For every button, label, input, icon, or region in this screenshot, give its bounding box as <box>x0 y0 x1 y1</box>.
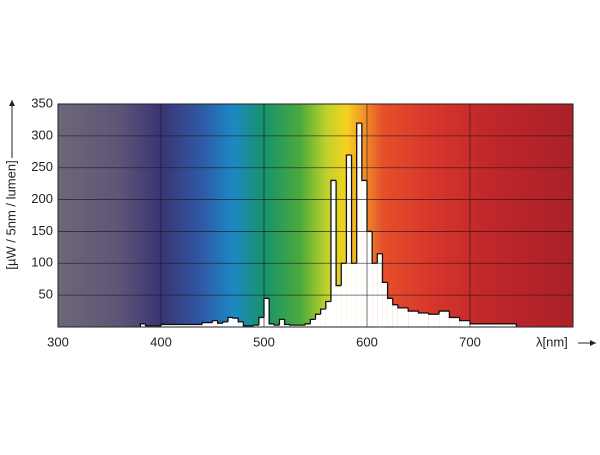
y-tick-label: 250 <box>31 159 53 174</box>
bar <box>310 319 316 327</box>
bar-outline <box>222 321 228 324</box>
y-tick-label: 350 <box>31 95 53 110</box>
y-tick-label: 200 <box>31 191 53 206</box>
x-tick-label: 500 <box>253 334 275 349</box>
bar-outline <box>428 312 440 315</box>
bar-outline <box>139 323 146 327</box>
bar-outline <box>335 180 342 287</box>
x-tick-label: 600 <box>356 334 378 349</box>
bar <box>227 317 234 327</box>
bar <box>264 298 270 327</box>
bar-outline <box>438 310 450 315</box>
bar <box>320 309 326 327</box>
bar <box>336 285 342 327</box>
bar <box>392 304 398 327</box>
bar-outline <box>232 317 239 319</box>
bar <box>382 282 388 327</box>
bar <box>279 319 285 327</box>
bar <box>233 318 239 327</box>
bar <box>449 317 460 327</box>
bar-outline <box>392 298 398 306</box>
bar <box>361 180 367 327</box>
bar-outline <box>309 318 316 324</box>
bar <box>253 325 259 327</box>
y-tick-label: 100 <box>31 255 53 270</box>
y-axis-label: [µW / 5nm / lumen] <box>3 160 18 269</box>
bar <box>428 314 440 327</box>
bar-outline <box>227 316 234 322</box>
bar <box>269 323 275 327</box>
bar-outline <box>314 313 321 320</box>
bar <box>284 324 290 327</box>
bar <box>289 325 306 327</box>
bar-outline <box>448 311 460 319</box>
bar-outline <box>325 300 331 310</box>
bar-outline <box>237 318 244 323</box>
bar <box>397 307 409 327</box>
bar <box>315 314 321 327</box>
bar-outline <box>144 323 161 327</box>
bar-outline <box>201 321 213 325</box>
bar <box>387 298 393 327</box>
bar <box>330 180 337 327</box>
x-tick-label: 700 <box>459 334 481 349</box>
bar <box>305 323 311 327</box>
bar <box>367 231 373 327</box>
bar-outline <box>459 317 470 322</box>
bar-outline <box>356 122 362 264</box>
bar <box>217 323 223 327</box>
bar-outline <box>330 179 337 302</box>
bar-outline <box>289 324 306 326</box>
bar-outline <box>273 323 280 326</box>
bar <box>222 321 228 327</box>
bar-outline <box>268 298 275 325</box>
bar-outline <box>361 123 367 182</box>
bar-outline <box>253 324 259 326</box>
bar-outline <box>417 311 429 314</box>
bar <box>212 320 218 327</box>
bar <box>356 123 362 327</box>
bar-outline <box>345 154 352 264</box>
bar-outline <box>211 319 218 323</box>
bar <box>408 311 419 327</box>
plot-border <box>57 103 574 328</box>
bar <box>238 321 244 327</box>
bar <box>325 301 331 327</box>
bar <box>459 320 470 327</box>
bar <box>161 324 203 327</box>
bar-outline <box>304 323 311 326</box>
bar <box>439 311 450 327</box>
y-tick-label: 150 <box>31 223 53 238</box>
y-tick-label: 300 <box>31 127 53 142</box>
bar <box>140 323 146 327</box>
x-tick-label: 300 <box>47 334 69 349</box>
bar <box>258 317 264 327</box>
x-tick-label: 400 <box>150 334 172 349</box>
bar-outline <box>386 282 393 299</box>
plot-background <box>58 104 573 327</box>
bar-outline <box>407 307 419 312</box>
bar <box>274 325 280 327</box>
bar-outline <box>242 321 254 327</box>
bar-outline <box>217 320 223 324</box>
bar-outline <box>278 318 285 326</box>
y-tick-label: 50 <box>39 287 53 302</box>
bar-outline <box>397 304 409 309</box>
bar <box>470 323 517 327</box>
bar-outline <box>320 308 326 315</box>
bar <box>418 312 429 327</box>
bar-outline <box>258 316 264 326</box>
bar-outline <box>283 319 290 326</box>
bar <box>377 253 383 327</box>
bar <box>346 154 352 327</box>
bar-outline <box>376 253 383 264</box>
bar <box>202 322 213 327</box>
x-axis-label: λ[nm] <box>536 334 568 349</box>
